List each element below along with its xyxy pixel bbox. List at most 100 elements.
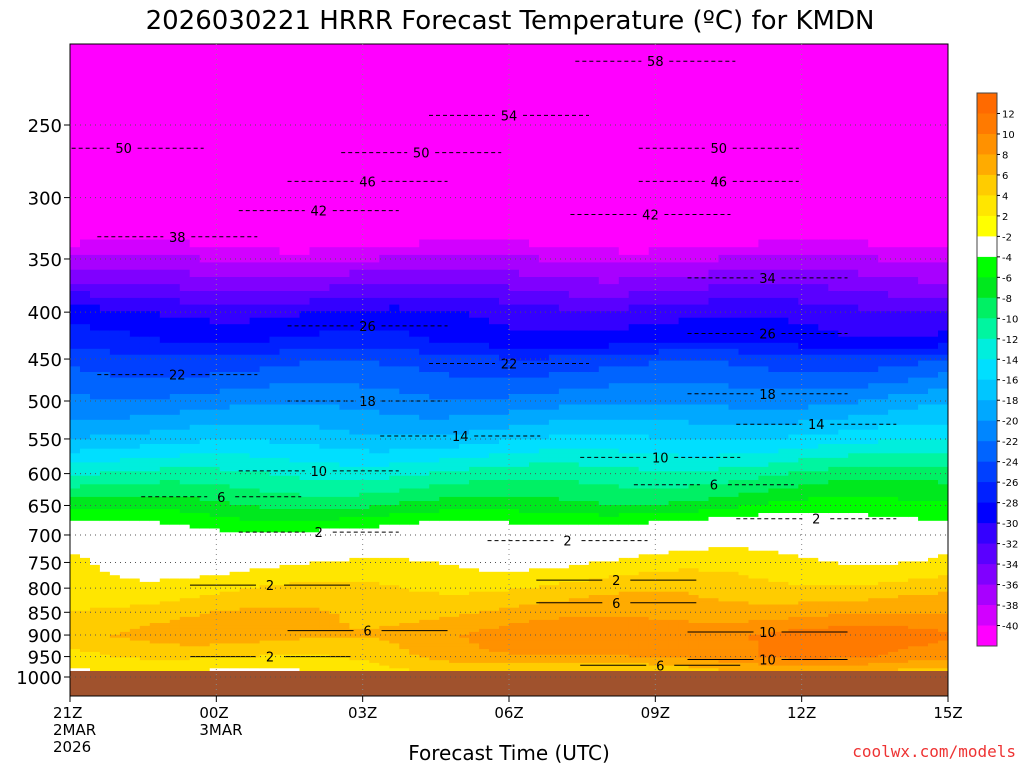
temperature-cell (439, 180, 450, 190)
temperature-cell (179, 404, 191, 411)
temperature-cell (169, 291, 181, 299)
temperature-cell (159, 643, 171, 647)
temperature-cell (399, 595, 410, 599)
temperature-cell (439, 399, 450, 406)
temperature-cell (419, 528, 430, 533)
temperature-cell (279, 613, 291, 618)
temperature-cell (149, 448, 161, 454)
temperature-cell (429, 215, 440, 224)
temperature-cell (339, 557, 350, 562)
temperature-cell (119, 64, 131, 78)
temperature-cell (70, 317, 81, 325)
temperature-cell (329, 336, 340, 344)
temperature-cell (309, 520, 321, 526)
temperature-cell (70, 631, 81, 636)
temperature-cell (279, 269, 291, 278)
temperature-cell (459, 524, 470, 530)
temperature-cell (209, 554, 221, 559)
temperature-cell (189, 52, 201, 66)
temperature-cell (189, 509, 201, 514)
temperature-cell (469, 640, 480, 645)
temperature-cell (319, 254, 330, 263)
temperature-cell (359, 501, 370, 506)
temperature-cell (469, 631, 480, 636)
temperature-cell (229, 649, 241, 653)
temperature-cell (179, 475, 191, 481)
temperature-cell (159, 568, 171, 573)
temperature-cell (289, 171, 301, 181)
temperature-cell (70, 625, 81, 630)
temperature-cell (139, 539, 151, 545)
temperature-cell (119, 131, 131, 143)
temperature-cell (189, 513, 201, 518)
temperature-cell (199, 524, 211, 530)
temperature-cell (359, 640, 370, 645)
temperature-cell (389, 439, 400, 445)
temperature-cell (339, 588, 350, 593)
temperature-cell (359, 394, 370, 400)
temperature-cell (439, 532, 450, 537)
temperature-cell (209, 424, 221, 431)
temperature-cell (139, 394, 151, 400)
temperature-cell (399, 475, 410, 481)
temperature-cell (119, 591, 131, 596)
temperature-cell (299, 457, 311, 463)
temperature-cell (239, 383, 251, 390)
temperature-cell (149, 151, 161, 163)
temperature-cell (179, 434, 191, 440)
temperature-cell (329, 501, 340, 506)
temperature-cell (429, 247, 440, 256)
temperature-cell (90, 631, 101, 636)
temperature-cell (419, 254, 430, 263)
temperature-cell (329, 354, 340, 362)
temperature-cell (289, 206, 301, 216)
temperature-cell (239, 215, 251, 224)
temperature-cell (419, 76, 430, 89)
temperature-cell (269, 607, 281, 612)
temperature-cell (369, 575, 380, 580)
temperature-cell (339, 625, 350, 630)
temperature-cell (159, 277, 171, 285)
temperature-cell (289, 99, 301, 112)
temperature-cell (389, 277, 400, 285)
temperature-cell (209, 304, 221, 312)
temperature-cell (159, 377, 171, 384)
temperature-cell (369, 631, 380, 636)
temperature-cell (259, 409, 271, 416)
temperature-cell (459, 601, 470, 606)
temperature-cell (469, 462, 480, 468)
temperature-cell (149, 171, 161, 181)
temperature-cell (319, 88, 330, 101)
temperature-cell (389, 646, 400, 650)
temperature-cell (209, 336, 221, 344)
temperature-cell (139, 492, 151, 498)
temperature-cell (149, 660, 161, 664)
temperature-cell (239, 568, 251, 573)
temperature-cell (449, 366, 460, 373)
temperature-cell (319, 536, 330, 541)
temperature-cell (159, 623, 171, 627)
temperature-cell (109, 628, 121, 633)
temperature-cell (239, 304, 251, 312)
temperature-cell (199, 419, 211, 426)
temperature-cell (289, 366, 301, 373)
temperature-cell (99, 141, 111, 153)
temperature-cell (209, 360, 221, 367)
temperature-cell (409, 88, 420, 101)
temperature-cell (70, 640, 81, 645)
temperature-cell (249, 554, 261, 559)
temperature-cell (349, 424, 360, 431)
temperature-cell (80, 223, 91, 233)
temperature-cell (90, 543, 101, 548)
temperature-cell (179, 462, 191, 468)
temperature-cell (70, 520, 81, 526)
temperature-cell (209, 646, 221, 650)
temperature-cell (329, 180, 340, 190)
temperature-cell (479, 388, 490, 395)
temperature-cell (259, 488, 271, 494)
temperature-cell (129, 453, 141, 459)
temperature-cell (129, 550, 141, 555)
temperature-cell (239, 99, 251, 112)
temperature-cell (419, 657, 430, 661)
temperature-cell (149, 404, 161, 411)
